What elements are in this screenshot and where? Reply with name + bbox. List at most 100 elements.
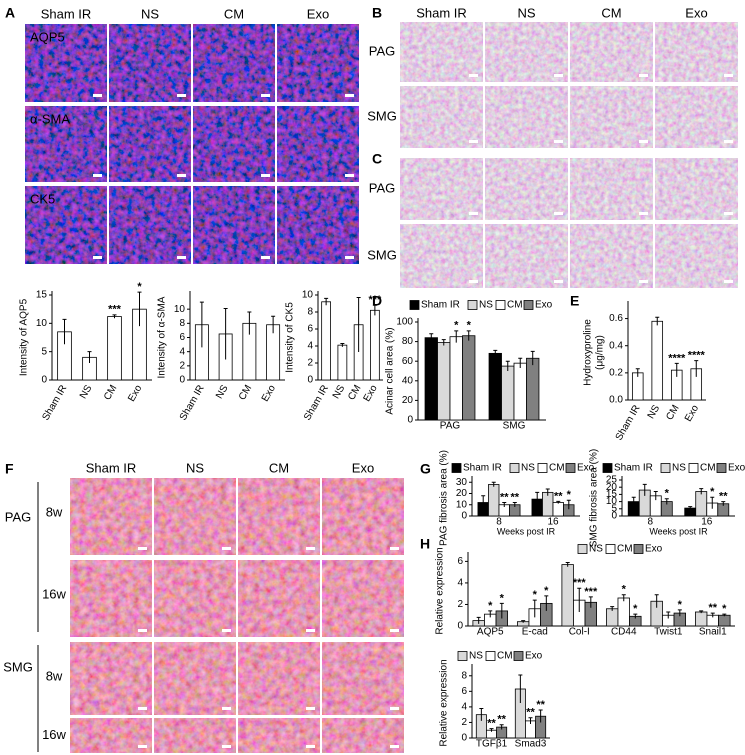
panel-letter: H [420, 536, 430, 552]
error-bar [588, 596, 593, 608]
y-tick-label: 4 [307, 341, 313, 352]
micrograph [277, 186, 359, 264]
legend-label: NS [589, 544, 603, 555]
error-bar [247, 311, 252, 335]
scale-bar [639, 140, 648, 143]
column-header: Exo [307, 6, 329, 21]
error-bar [521, 620, 526, 623]
y-tick-label: 10 [606, 496, 618, 507]
x-tick-label: CM [237, 383, 254, 402]
y-tick-label: 0 [41, 375, 47, 386]
micrograph [485, 158, 568, 220]
error-bar [505, 360, 510, 371]
significance: * [665, 488, 670, 500]
error-bar [631, 496, 636, 506]
bar [695, 491, 708, 517]
x-tick-label: E-cad [522, 627, 548, 638]
x-tick-label: 8 [496, 517, 502, 528]
error-bar [722, 613, 727, 617]
scale-bar [93, 174, 102, 177]
scale-bar [724, 74, 733, 77]
significance: **** [668, 352, 686, 364]
bar [651, 320, 664, 401]
micrograph [154, 478, 236, 555]
x-tick-label: Sham IR [614, 403, 643, 442]
error-bar [710, 612, 715, 618]
x-tick-label: NS [78, 383, 95, 401]
error-bar [664, 498, 669, 505]
error-bar [481, 495, 486, 510]
scale-bar [222, 745, 231, 748]
column-header: CM [224, 6, 244, 21]
x-tick-label: CM [346, 383, 363, 402]
legend-label: NS [521, 463, 535, 474]
x-tick-label: Exo [683, 403, 701, 424]
bar [501, 365, 515, 421]
significance: *** [368, 294, 382, 306]
x-tick-label: TGFβ1 [476, 739, 508, 750]
legend-label: Sham IR [463, 463, 502, 474]
x-tick-label: 16 [547, 517, 559, 528]
bar [462, 335, 476, 421]
x-tick-label: Sham IR [178, 383, 207, 422]
error-bar [512, 502, 517, 507]
x-tick-label: NS [646, 403, 663, 421]
micrograph [193, 186, 275, 264]
micrograph [70, 478, 152, 555]
scale-bar [724, 280, 733, 283]
bar [617, 597, 630, 627]
scale-bar [177, 94, 186, 97]
micrograph [570, 22, 653, 82]
scale-bar [469, 280, 478, 283]
y-tick-label: 0 [179, 375, 185, 386]
x-tick-label: 16 [701, 517, 713, 528]
micrograph [655, 22, 738, 82]
error-bar [538, 709, 543, 723]
row-label: 8w [46, 504, 63, 519]
micrograph [238, 642, 320, 715]
error-bar [710, 496, 715, 509]
error-bar [565, 561, 570, 567]
scale-bar [554, 280, 563, 283]
x-tick-label: NS [331, 383, 348, 401]
panel-letter: E [570, 293, 579, 309]
scale-bar [138, 629, 147, 632]
x-tick-label: Col-I [569, 627, 590, 638]
y-tick-label: 6 [457, 556, 463, 567]
micrograph [25, 24, 107, 102]
column-header: CM [601, 5, 621, 20]
y-tick-label: 0.4 [609, 340, 623, 351]
x-tick-label: Snail1 [699, 627, 727, 638]
row-label: 8w [46, 668, 63, 683]
micrograph [570, 86, 653, 148]
micrograph [655, 86, 738, 148]
y-tick-label: 15 [36, 290, 48, 301]
legend-swatch [457, 651, 468, 661]
scale-bar [222, 707, 231, 710]
error-bar [372, 304, 377, 316]
legend-label: CM [549, 463, 565, 474]
micrograph [238, 478, 320, 555]
micrograph [154, 642, 236, 715]
significance: ** [511, 491, 520, 503]
row-label: SMG [367, 247, 397, 262]
y-tick-label: 0 [611, 511, 617, 522]
x-tick-label: Exo [126, 383, 144, 404]
significance: * [722, 603, 727, 615]
error-bar [489, 728, 494, 732]
scale-bar [261, 256, 270, 259]
y-tick-label: 20 [456, 488, 468, 499]
scale-bar [639, 74, 648, 77]
error-bar [324, 297, 329, 306]
scale-bar [222, 547, 231, 550]
scale-bar [138, 707, 147, 710]
y-tick-label: 10 [174, 304, 186, 315]
error-bar [666, 611, 671, 619]
scale-bar [261, 94, 270, 97]
y-tick-label: 0.0 [609, 395, 623, 406]
bar [561, 564, 574, 627]
legend-label: NS [469, 651, 483, 662]
error-bar [699, 610, 704, 614]
legend-label: CM [617, 544, 633, 555]
legend-swatch [495, 300, 506, 310]
